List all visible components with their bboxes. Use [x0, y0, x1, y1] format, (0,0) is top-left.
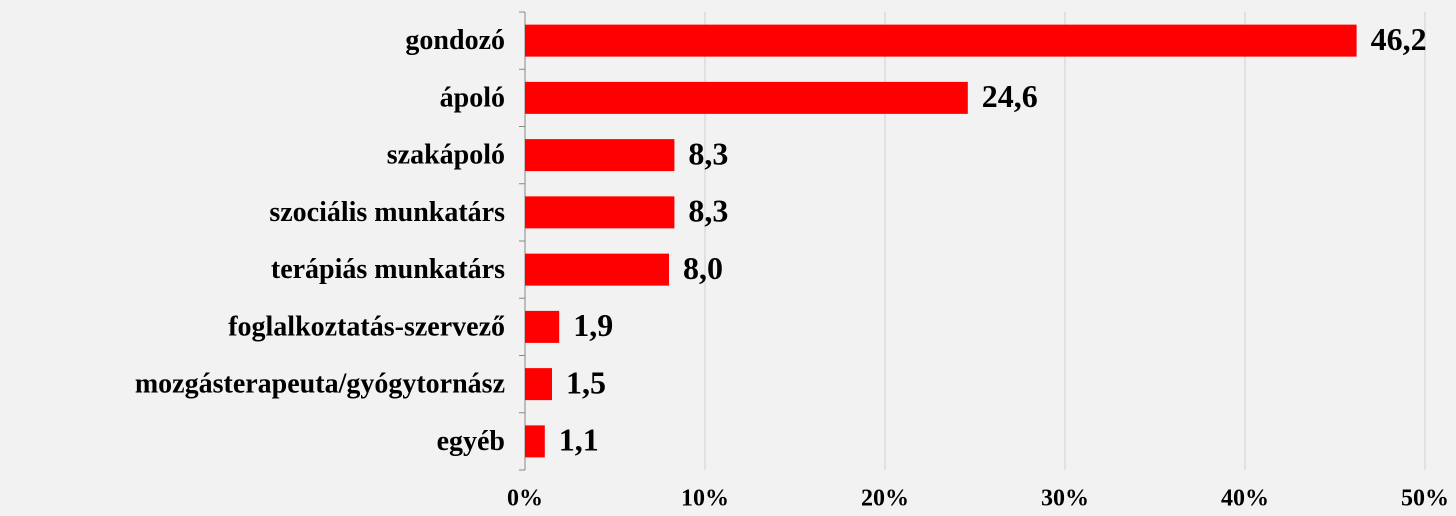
y-tick-label: egyéb — [437, 426, 505, 457]
data-label: 24,6 — [982, 78, 1038, 114]
bar — [525, 425, 545, 458]
y-tick-label: terápiás munkatárs — [271, 254, 505, 285]
bar — [525, 368, 552, 401]
y-tick-label: gondozó — [405, 25, 505, 56]
x-tick-label: 50% — [1401, 486, 1449, 512]
y-tick-label: szociális munkatárs — [269, 197, 505, 228]
data-label: 46,2 — [1371, 21, 1427, 57]
x-tick-label: 10% — [681, 486, 729, 512]
data-label: 1,9 — [573, 307, 613, 343]
x-tick-label: 30% — [1041, 486, 1089, 512]
y-tick-label: mozgásterapeuta/gyógytornász — [135, 369, 505, 400]
y-tick-label: ápoló — [440, 82, 505, 113]
data-label: 1,1 — [559, 422, 599, 458]
bar — [525, 310, 560, 343]
x-tick-label: 0% — [507, 486, 543, 512]
bar — [525, 139, 675, 172]
data-label: 8,3 — [688, 135, 728, 171]
bar — [525, 253, 669, 286]
y-tick-label: szakápoló — [387, 140, 505, 171]
x-tick-label: 40% — [1221, 486, 1269, 512]
x-tick-label: 20% — [861, 486, 909, 512]
bar — [525, 81, 968, 114]
y-tick-label: foglalkoztatás-szervező — [228, 311, 505, 342]
bar — [525, 24, 1357, 57]
data-label: 8,0 — [683, 250, 723, 286]
data-label: 1,5 — [566, 364, 606, 400]
data-label: 8,3 — [688, 193, 728, 229]
bar — [525, 196, 675, 229]
